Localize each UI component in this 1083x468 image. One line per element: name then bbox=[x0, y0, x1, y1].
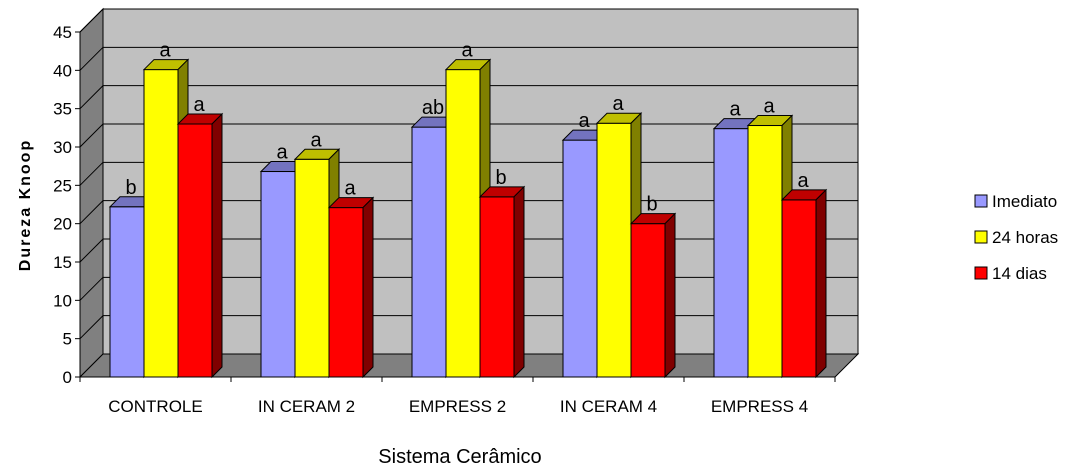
bar-front bbox=[329, 208, 363, 377]
bar-front bbox=[412, 127, 446, 377]
bar bbox=[631, 214, 675, 377]
bar-side bbox=[816, 190, 826, 377]
data-label: a bbox=[763, 96, 775, 118]
bar-front bbox=[446, 70, 480, 377]
data-label: a bbox=[310, 129, 322, 151]
legend: Imediato 24 horas 14 dias bbox=[975, 192, 1058, 283]
bar-side bbox=[363, 198, 373, 377]
bar-front bbox=[631, 224, 665, 377]
y-tick-label: 20 bbox=[53, 215, 72, 234]
bar-front bbox=[261, 172, 295, 377]
bar-front bbox=[480, 197, 514, 377]
y-tick-label: 40 bbox=[53, 61, 72, 80]
bar-front bbox=[563, 140, 597, 377]
bar bbox=[329, 198, 373, 377]
data-label: a bbox=[276, 142, 288, 164]
data-label: a bbox=[729, 99, 741, 121]
bar-front bbox=[110, 207, 144, 377]
x-tick-label: CONTROLE bbox=[108, 397, 202, 416]
y-tick-label: 25 bbox=[53, 176, 72, 195]
y-axis-title: Dureza Knoop bbox=[17, 139, 34, 271]
side-wall bbox=[80, 9, 103, 377]
bar-front bbox=[295, 159, 329, 377]
data-label: a bbox=[612, 93, 624, 115]
bar-front bbox=[748, 126, 782, 377]
x-tick-label: IN CERAM 2 bbox=[258, 397, 355, 416]
bar-front bbox=[597, 123, 631, 377]
bar-front bbox=[714, 129, 748, 377]
y-tick-label: 5 bbox=[63, 330, 72, 349]
bar bbox=[782, 190, 826, 377]
bar-front bbox=[144, 70, 178, 377]
data-label: a bbox=[797, 170, 809, 192]
y-tick-label: 45 bbox=[53, 23, 72, 42]
x-tick-label: EMPRESS 2 bbox=[409, 397, 506, 416]
data-label: a bbox=[578, 110, 590, 132]
x-axis: CONTROLE IN CERAM 2 EMPRESS 2 IN CERAM 4 EMP… bbox=[80, 377, 835, 416]
bar-front bbox=[178, 124, 212, 377]
bar bbox=[178, 114, 222, 377]
legend-swatch bbox=[975, 195, 987, 207]
data-label: a bbox=[193, 94, 205, 116]
x-tick-label: IN CERAM 4 bbox=[560, 397, 657, 416]
legend-label: 24 horas bbox=[992, 228, 1058, 247]
bar bbox=[480, 187, 524, 377]
legend-swatch bbox=[975, 267, 987, 279]
data-label: b bbox=[495, 167, 506, 189]
x-axis-title: Sistema Cerâmico bbox=[378, 446, 541, 468]
data-label: b bbox=[646, 194, 657, 216]
x-tick-label: EMPRESS 4 bbox=[711, 397, 808, 416]
data-label: ab bbox=[422, 97, 444, 119]
data-label: b bbox=[125, 177, 136, 199]
data-label: a bbox=[344, 178, 356, 200]
bar-side bbox=[665, 214, 675, 377]
legend-label: 14 dias bbox=[992, 264, 1047, 283]
y-axis: 0 5 10 15 20 25 30 35 40 45 bbox=[53, 23, 80, 387]
y-tick-label: 30 bbox=[53, 138, 72, 157]
y-tick-label: 10 bbox=[53, 291, 72, 310]
y-tick-label: 35 bbox=[53, 100, 72, 119]
legend-swatch bbox=[975, 231, 987, 243]
data-label: a bbox=[461, 40, 473, 62]
legend-label: Imediato bbox=[992, 192, 1057, 211]
data-label: a bbox=[159, 40, 171, 62]
bar-front bbox=[782, 200, 816, 377]
bar-side bbox=[514, 187, 524, 377]
y-tick-label: 0 bbox=[63, 368, 72, 387]
bar-side bbox=[212, 114, 222, 377]
y-tick-label: 15 bbox=[53, 253, 72, 272]
